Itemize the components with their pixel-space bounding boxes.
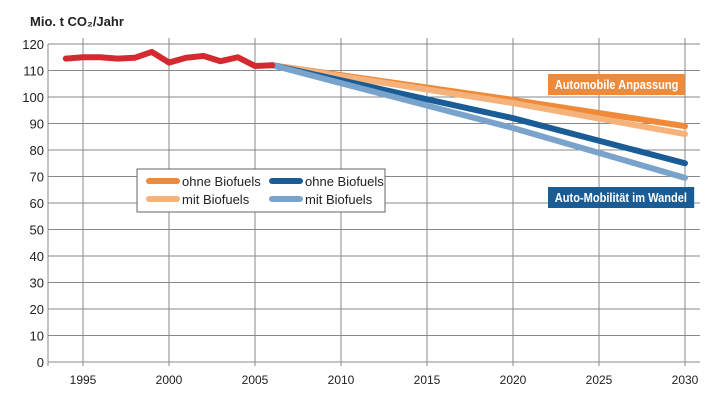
y-tick-label: 50 <box>30 223 44 238</box>
series-line <box>269 62 688 138</box>
x-tick-label: 2030 <box>672 373 699 387</box>
y-tick-label: 90 <box>30 117 44 132</box>
y-tick-label: 80 <box>30 143 44 158</box>
legend-label: ohne Biofuels <box>182 174 261 189</box>
x-tick-label: 2005 <box>242 373 269 387</box>
y-tick-label: 70 <box>30 170 44 185</box>
series-line <box>269 62 688 167</box>
legend-label: mit Biofuels <box>182 192 250 207</box>
y-tick-label: 100 <box>22 90 44 105</box>
y-tick-label: 60 <box>30 196 44 211</box>
y-tick-label: 20 <box>30 302 44 317</box>
y-tick-label: 120 <box>22 37 44 52</box>
y-tick-label: 40 <box>30 249 44 264</box>
x-tick-label: 1995 <box>70 373 97 387</box>
x-tick-label: 2010 <box>328 373 355 387</box>
history-line <box>62 48 276 69</box>
annotation-automobile-anpassung: Automobile Anpassung <box>548 74 686 95</box>
legend: ohne Biofuels mit Biofuels ohne Biofuels mi… <box>136 168 386 213</box>
x-tick-label: 2015 <box>414 373 441 387</box>
y-axis-label: Mio. t CO₂/Jahr <box>30 14 124 29</box>
x-tick-label: 2020 <box>500 373 527 387</box>
y-tick-label: 10 <box>30 329 44 344</box>
x-tick-label: 2025 <box>586 373 613 387</box>
y-tick-label: 30 <box>30 276 44 291</box>
x-tick-label: 2000 <box>156 373 183 387</box>
y-tick-label: 110 <box>23 64 44 79</box>
series-line <box>269 62 688 181</box>
legend-box <box>136 168 386 213</box>
y-tick-label: 0 <box>37 355 44 370</box>
legend-label: mit Biofuels <box>305 192 373 207</box>
annotation-auto-mobilitaet-im-wandel: Auto-Mobilität im Wandel <box>548 187 694 208</box>
legend-label: ohne Biofuels <box>305 174 384 189</box>
